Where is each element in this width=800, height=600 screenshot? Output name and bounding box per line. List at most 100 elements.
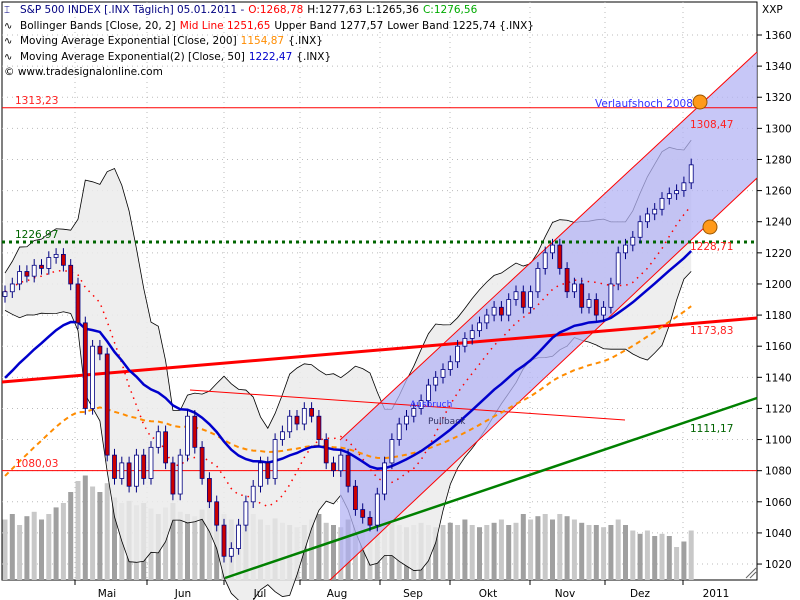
volume-bar [447, 522, 453, 580]
candle [163, 431, 169, 464]
y-tick-label: 1040 [765, 528, 792, 540]
candle [214, 501, 220, 526]
copyright: © www.tradesignalonline.com [4, 65, 534, 81]
y-tick-label: 1060 [765, 497, 792, 509]
volume-bar [323, 522, 329, 580]
candle [17, 271, 23, 285]
candle [192, 415, 198, 448]
candle [396, 423, 402, 440]
marker-high-2008[interactable] [692, 94, 708, 110]
legend-bollinger-mid: Mid Line 1251,65 [179, 19, 271, 32]
candle [498, 306, 504, 316]
candle [506, 299, 512, 316]
candle [39, 264, 44, 269]
legend-bollinger[interactable]: ∿ Bollinger Bands [Close, 20, 2] Mid Lin… [4, 19, 534, 35]
candle [542, 252, 548, 269]
legend-bollinger-upper: Upper Band 1277,57 [274, 19, 384, 32]
marker-channel-lower[interactable] [702, 219, 718, 235]
y-tick-label: 1320 [765, 92, 792, 104]
channel-upper-line[interactable] [339, 51, 758, 441]
green-trendline[interactable] [224, 396, 758, 580]
legend-ema50[interactable]: ∿ Moving Average Exponential(2) [Close, … [4, 50, 534, 66]
label-1080: 1080,03 [15, 458, 58, 470]
volume-bar [97, 492, 103, 580]
candle [513, 291, 519, 300]
volume-bar [455, 525, 461, 580]
x-tick-label: Okt [479, 588, 497, 600]
volume-bar [528, 519, 534, 580]
x-axis[interactable]: Mai Jun Jul Aug Sep Okt Nov Dez 2011 [74, 580, 729, 600]
volume-bar [652, 536, 658, 580]
volume-bar [82, 475, 88, 580]
legend-bollinger-lower: Lower Band 1225,74 {.INX} [387, 19, 534, 32]
label-channel-lower: 1228,71 [690, 241, 733, 253]
indicator-wave-icon: ∿ [4, 36, 13, 47]
volume-bar [688, 530, 694, 580]
y-tick-label: 1240 [765, 217, 792, 229]
red-thin-trendline[interactable] [189, 389, 626, 421]
x-tick-label: Sep [403, 588, 423, 600]
candle [316, 415, 322, 440]
red-trendline[interactable] [1, 316, 758, 384]
candle [2, 291, 8, 297]
legend-ema200[interactable]: ∿ Moving Average Exponential [Close, 200… [4, 34, 534, 50]
label-channel-upper: 1308,47 [690, 119, 733, 131]
volume-bar [491, 522, 497, 580]
resize-grip-icon[interactable] [745, 567, 757, 579]
trend-channel [340, 52, 757, 580]
label-1313: 1313,23 [15, 95, 58, 107]
candle [360, 509, 366, 518]
candle [345, 454, 351, 487]
label-breakout: Ausbruch [410, 400, 452, 410]
symbol-label: XXP [762, 4, 783, 16]
volume-bar [477, 527, 482, 580]
candle [97, 345, 103, 355]
candle [236, 524, 242, 549]
candle [433, 376, 439, 386]
volume-bar [506, 525, 512, 580]
volume-bar [601, 527, 607, 580]
volume-bar [199, 509, 205, 580]
y-tick-label: 1220 [765, 248, 792, 260]
volume-bar [542, 514, 548, 580]
volume-bar [177, 511, 183, 580]
volume-bar [579, 522, 585, 580]
candle [462, 338, 468, 347]
candle [177, 454, 183, 495]
candle [659, 197, 665, 210]
candle [630, 236, 636, 246]
candle [623, 244, 628, 254]
candle [301, 408, 307, 425]
legend-ema50-name: Moving Average Exponential(2) [Close, 50… [20, 50, 245, 63]
candle [411, 408, 417, 417]
volume-bar [53, 507, 59, 580]
candle [535, 267, 541, 293]
candle [82, 322, 88, 409]
volume-bar [637, 533, 643, 580]
volume-bar [571, 519, 577, 580]
channel-lower-line[interactable] [329, 177, 758, 581]
y-tick-label: 1160 [765, 341, 792, 353]
candlestick-icon: ⌶ [4, 5, 10, 16]
volume-bar [68, 492, 74, 580]
volume-bar [46, 514, 52, 580]
x-tick-label: Nov [555, 588, 576, 600]
x-tick-label: Dez [630, 588, 651, 600]
volume-bar [462, 519, 468, 580]
volume-bar [90, 486, 96, 580]
y-axis[interactable]: 1020 1040 1060 1080 1100 1120 1140 1160 1180 1200… [757, 30, 792, 571]
legend-bollinger-name: Bollinger Bands [Close, 20, 2] [20, 19, 176, 32]
candle [112, 454, 117, 479]
candle [272, 439, 278, 479]
candles [2, 158, 694, 563]
volume-bar [608, 525, 614, 580]
label-red-trend: 1173,83 [690, 325, 733, 337]
y-tick-label: 1120 [765, 403, 792, 415]
volume-bar [331, 525, 336, 580]
candle [681, 182, 687, 192]
candle [389, 439, 395, 464]
volume-bar [360, 522, 366, 580]
candle [331, 462, 336, 472]
candle [250, 485, 256, 503]
